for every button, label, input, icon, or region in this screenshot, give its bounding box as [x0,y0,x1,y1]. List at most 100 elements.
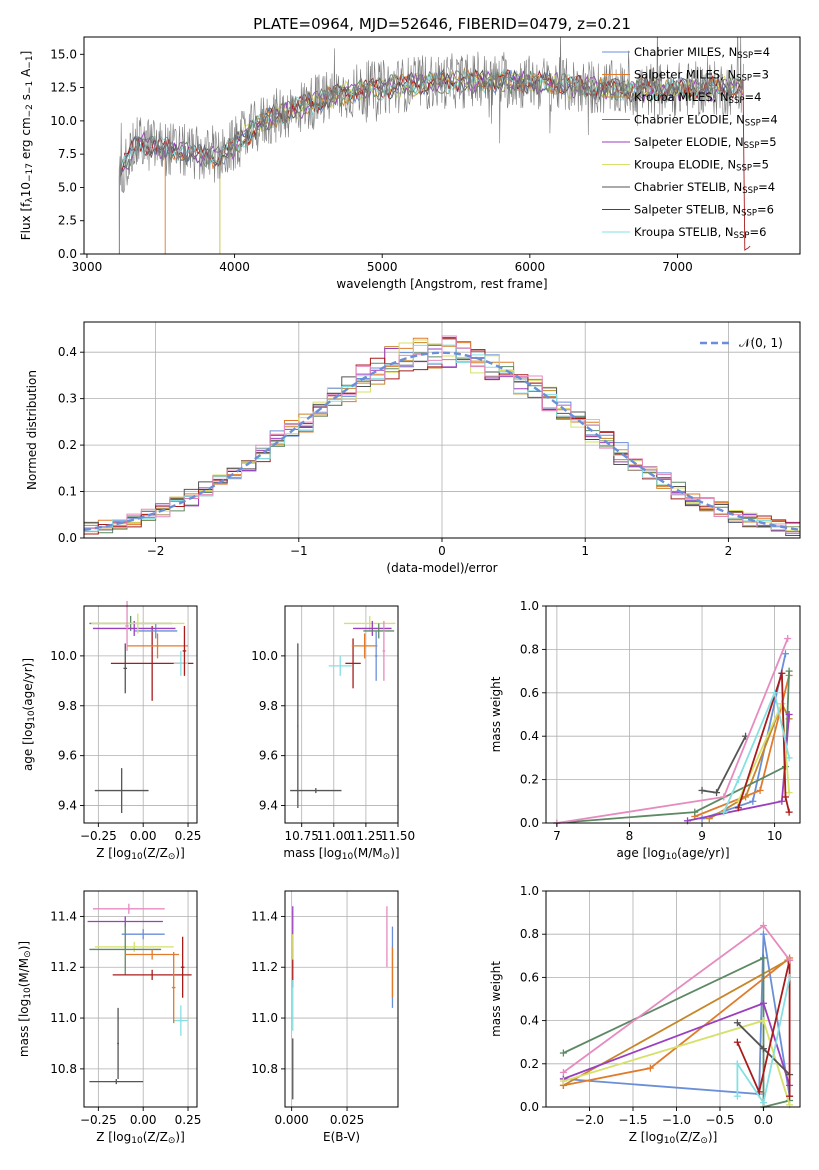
x-tick-label: 3000 [72,260,103,274]
y-axis-label-part: −1 [25,81,35,94]
legend-entry: 𝒩(0, 1) [739,336,783,350]
x-axis-label: E(B-V) [323,1130,360,1144]
mass-weight-line [701,735,747,794]
legend-entry: Salpeter MILES, NSSP=3 [634,68,769,84]
y-tick-label: 0.6 [520,686,539,700]
y-tick-label: 2.5 [58,214,77,228]
y-axis-label-part: 10 [23,987,33,999]
x-axis-label-part: (Z/Z [143,846,168,860]
x-axis-label-part: (Z/Z [143,1130,168,1144]
x-tick-label: 0 [438,544,446,558]
x-axis-label-part: )] [175,1130,184,1144]
x-axis-label-part: Z [log [96,846,131,860]
x-axis-label-part: (Z/Z [675,1130,700,1144]
residuals-panel: 𝒩(0, 1) −2 −1 0 1 2 0.0 0.1 0.2 0.3 0.4 (data-model… [25,321,801,575]
x-tick-label: −2.0 [575,1113,604,1127]
y-axis-label-part: λ [25,197,35,203]
x-axis-label-part: 10 [664,1136,676,1146]
y-tick-label: 0.2 [58,438,77,452]
legend-entry-part: Chabrier MILES, N [634,45,737,59]
y-tick-label: 0.3 [58,392,77,406]
mass-vs-EBV-panel: 0.000 0.025 10.8 11.0 11.2 11.4 E(B-V) [251,890,399,1144]
y-axis-label-part: −1 [25,55,35,68]
mass-weight-line [556,671,790,824]
y-axis-label-part: s [19,94,33,104]
x-axis-label-part: ⊙ [700,1136,708,1146]
legend-entry-part: =5 [760,135,777,149]
x-tick-label: 4000 [219,260,250,274]
legend-entry-part: SSP [729,96,745,106]
legend-entry-part: SSP [742,186,758,196]
y-tick-label: 9.4 [259,799,278,813]
axes-frame [545,890,801,1108]
y-tick-label: 9.6 [259,749,278,763]
spectrum-data-line [119,37,744,254]
y-tick-label: 9.8 [58,699,77,713]
x-axis-label: Z [log10(Z/Z⊙)] [96,1130,185,1146]
x-axis-label-part: mass [log [283,846,341,860]
x-tick-label: 10 [767,829,782,843]
spectrum-lines [118,37,751,254]
x-axis-label: (data-model)/error [386,561,497,575]
age-vs-Z-panel: −0.25 0.00 0.259.49.69.810.0Z [log10(Z/Z⊙)… [21,601,201,862]
figure-title: PLATE=0964, MJD=52646, FIBERID=0479, z=0… [253,15,631,33]
y-tick-label: 11.4 [251,909,278,923]
y-axis-label-part: −17 [25,163,35,182]
axes-frame [284,890,399,1108]
x-tick-label: 8 [626,829,634,843]
y-axis-label-part: Flux [f [19,202,33,240]
x-tick-label: −1 [290,544,308,558]
x-axis-label-part: Z [log [629,1130,664,1144]
y-axis-label-part: age [log [21,722,35,771]
y-axis-label: mass weight [489,961,503,1037]
x-axis-label-part: (M/M [353,846,382,860]
legend-entry-part: SSP [745,119,761,129]
legend-entry-part: SSP [737,51,753,61]
x-tick-label: 0.000 [274,1113,308,1127]
y-tick-label: 10.0 [50,114,77,128]
legend-entry-part: SSP [741,209,757,219]
legend-entry: Kroupa STELIB, NSSP=6 [634,225,766,241]
y-axis-label-part: )] [17,941,31,950]
legend-entry-part: =3 [752,68,769,82]
legend-entry-part: SSP [736,74,752,84]
y-tick-label: 0.0 [520,816,539,830]
y-axis-label-part: mass [log [17,999,31,1057]
x-tick-label: 0.025 [330,1113,364,1127]
x-axis-label-part: 10 [131,1136,143,1146]
y-tick-label: 0.4 [58,345,77,359]
x-axis-label-part: )] [390,846,399,860]
mass-weight-line [722,689,790,813]
y-axis-label: mass [log10(M/M⊙)] [17,941,33,1057]
x-tick-label: 10.75 [285,829,319,843]
y-tick-label: 9.6 [58,749,77,763]
y-axis-label-part: 10 [27,710,37,722]
y-tick-label: 10.8 [50,1062,77,1076]
legend-entry-part: =4 [758,180,775,194]
y-tick-label: 9.8 [259,699,278,713]
x-tick-label: −0.25 [80,1113,117,1127]
y-tick-label: 10.8 [251,1062,278,1076]
y-tick-label: 0.0 [58,531,77,545]
axes-frame [83,605,198,824]
y-tick-label: 10.0 [50,649,77,663]
y-tick-label: 11.0 [50,1011,77,1025]
x-tick-label: 11.50 [381,829,415,843]
legend-entry-part: =6 [757,203,774,217]
x-tick-label: 7 [553,829,561,843]
legend-entry: Kroupa ELODIE, NSSP=5 [634,158,769,174]
x-axis-label-part: 10 [342,852,354,862]
x-axis-label-part: 10 [666,852,678,862]
y-axis-label-part: erg cm [19,117,33,163]
y-tick-label: 12.5 [50,81,77,95]
x-axis-label-part: Z [log [96,1130,131,1144]
y-axis-label-part: −2 [25,104,35,117]
y-tick-label: 0.8 [520,927,539,941]
y-tick-label: 11.0 [251,1011,278,1025]
y-tick-label: 0.0 [58,247,77,261]
y-axis-label-part: (age/yr)] [21,658,35,710]
legend-entry-part: Salpeter MILES, N [634,68,736,82]
axes-frame [83,36,801,255]
x-axis-label: Z [log10(Z/Z⊙)] [96,846,185,862]
